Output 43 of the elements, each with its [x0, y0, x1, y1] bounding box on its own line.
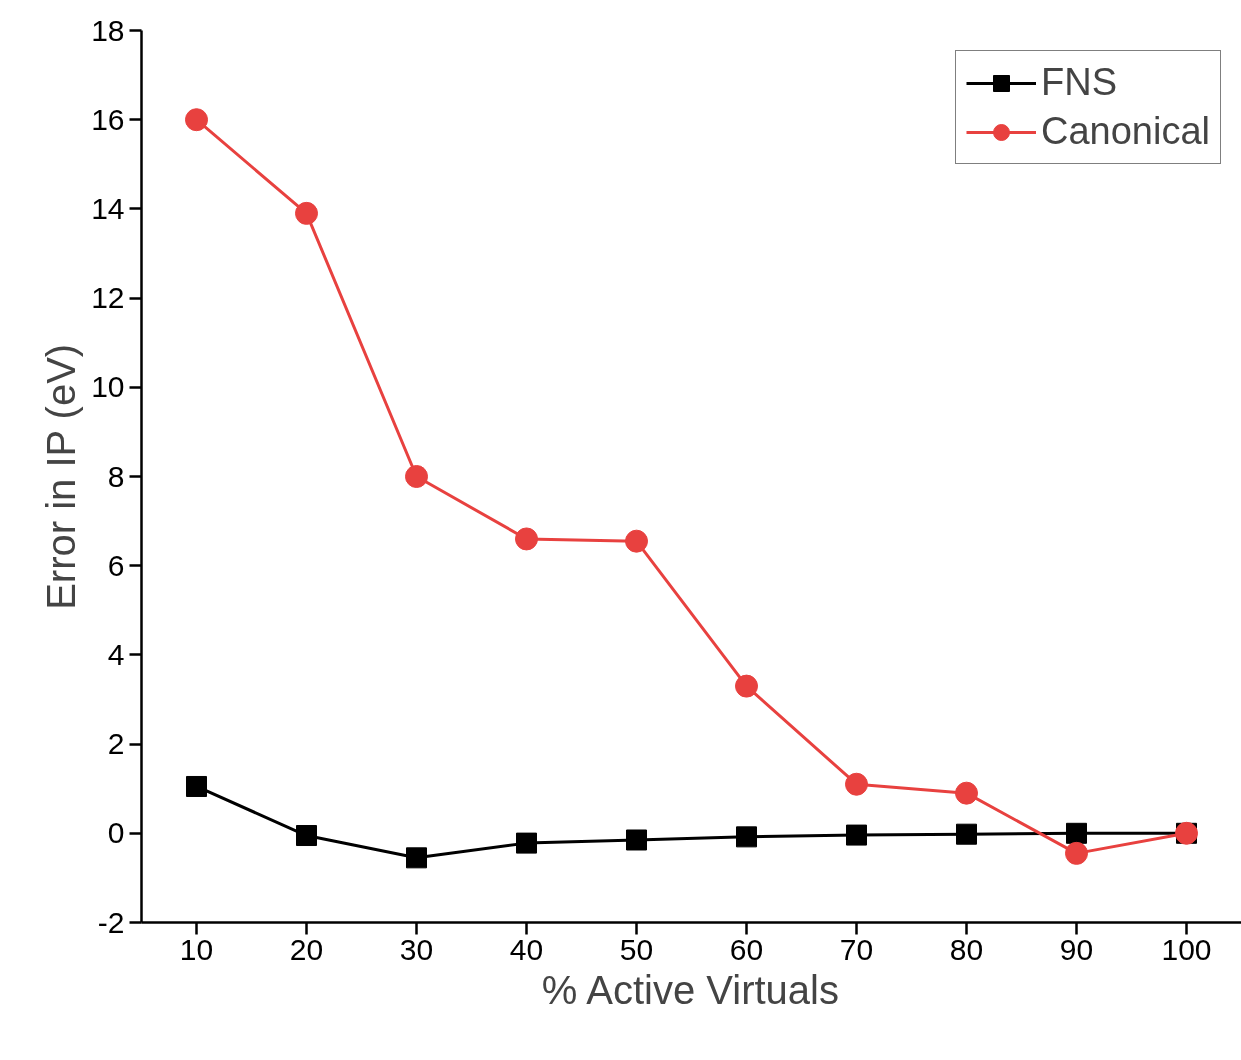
point	[296, 825, 317, 847]
point	[625, 529, 648, 553]
point	[1066, 822, 1087, 844]
point	[845, 772, 868, 796]
point	[955, 781, 978, 805]
point	[735, 674, 758, 698]
x-axis-title: % Active Virtuals	[541, 967, 839, 1012]
x-tick-label: 10	[179, 932, 214, 966]
point	[846, 824, 867, 846]
x-tick-label: 80	[949, 932, 984, 966]
y-tick-label: 2	[107, 727, 125, 761]
legend-label: Canonical	[1041, 110, 1210, 153]
x-tick-label: 60	[729, 932, 764, 966]
x-tick-label: 70	[839, 932, 874, 966]
x-tick-label: 20	[289, 932, 324, 966]
x-tick-label: 100	[1161, 932, 1212, 966]
point	[626, 829, 647, 851]
point	[295, 201, 318, 225]
x-tick-label: 40	[509, 932, 544, 966]
y-tick-label: 6	[107, 548, 125, 582]
legend-label: FNS	[1041, 61, 1117, 104]
x-tick-label: 50	[619, 932, 654, 966]
y-tick-label: 8	[107, 459, 125, 493]
point	[186, 775, 207, 797]
y-tick-label: 18	[91, 13, 125, 47]
point	[956, 823, 977, 845]
point	[515, 527, 538, 551]
point	[185, 108, 208, 132]
y-tick-label: 16	[91, 102, 125, 136]
point	[736, 826, 757, 848]
y-tick-label: 0	[107, 816, 125, 850]
y-tick-label: 10	[91, 370, 125, 404]
y-tick-label: 14	[91, 191, 125, 225]
point	[1065, 841, 1088, 865]
point	[516, 832, 537, 854]
y-tick-label: 12	[91, 281, 125, 315]
x-tick-label: 30	[399, 932, 434, 966]
y-axis-title: Error in IP (eV)	[39, 343, 84, 610]
x-tick-label: 90	[1059, 932, 1094, 966]
y-tick-label: -2	[97, 905, 125, 939]
point	[406, 847, 427, 869]
point	[405, 465, 428, 488]
y-tick-label: 4	[107, 637, 125, 671]
